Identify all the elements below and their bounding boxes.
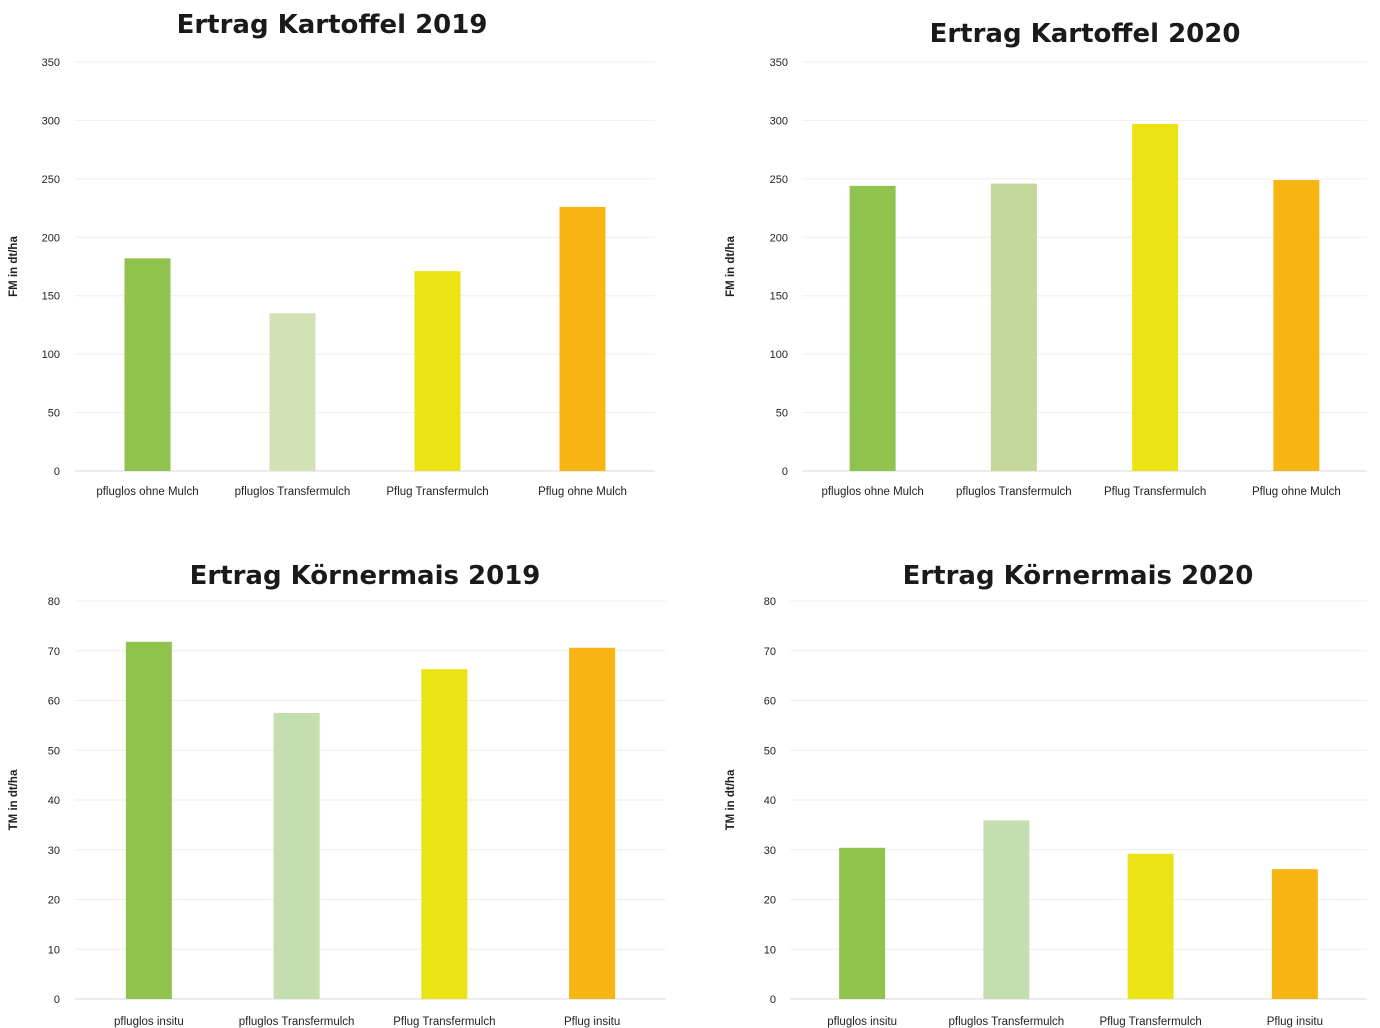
bar <box>1132 123 1179 471</box>
bar <box>269 313 316 471</box>
y-tick-label: 40 <box>764 795 776 807</box>
y-tick-label: 100 <box>42 349 60 361</box>
y-tick-label: 50 <box>48 408 60 420</box>
y-tick-label: 40 <box>48 795 60 807</box>
y-tick-label: 20 <box>48 895 60 907</box>
y-tick-label: 10 <box>48 944 60 956</box>
chart-title: Ertrag Kartoffel 2019 <box>177 10 488 40</box>
y-tick-label: 0 <box>54 466 60 478</box>
bar <box>839 847 886 999</box>
y-tick-label: 60 <box>764 696 776 708</box>
x-category-label: Pflug ohne Mulch <box>1252 486 1341 498</box>
x-category-label: Pflug Transfermulch <box>386 486 488 498</box>
bar <box>990 183 1037 471</box>
y-tick-label: 150 <box>42 291 60 303</box>
y-tick-label: 350 <box>770 57 788 69</box>
x-category-label: pfluglos Transfermulch <box>239 1016 355 1028</box>
bar <box>1271 869 1318 999</box>
chart-koernermais-2020: Ertrag Körnermais 2020 0 10 20 30 40 50 60 70 80 T… <box>725 561 1367 1028</box>
y-tick-label: 0 <box>770 994 776 1006</box>
x-category-label: pfluglos Transfermulch <box>956 486 1072 498</box>
x-category-label: Pflug Transfermulch <box>1104 486 1206 498</box>
y-tick-label: 50 <box>776 408 788 420</box>
chart-title: Ertrag Körnermais 2019 <box>190 561 541 591</box>
x-category-label: pfluglos insitu <box>114 1016 184 1028</box>
y-axis-label: FM in dt/ha <box>8 236 20 297</box>
bar <box>1127 853 1174 999</box>
x-category-label: pfluglos insitu <box>827 1016 897 1028</box>
y-tick-label: 50 <box>48 745 60 757</box>
x-category-label: pfluglos ohne Mulch <box>96 486 198 498</box>
y-tick-label: 30 <box>764 845 776 857</box>
y-tick-label: 20 <box>764 895 776 907</box>
chart-title: Ertrag Körnermais 2020 <box>903 561 1254 591</box>
y-tick-label: 80 <box>48 596 60 608</box>
y-tick-label: 150 <box>770 291 788 303</box>
bar <box>559 206 606 471</box>
bar <box>414 271 461 471</box>
y-tick-label: 250 <box>770 174 788 186</box>
chart-kartoffel-2019: Ertrag Kartoffel 2019 0 50 100 150 200 250 300 3… <box>8 10 655 498</box>
bar <box>124 258 171 471</box>
y-tick-label: 300 <box>42 115 60 127</box>
y-tick-label: 0 <box>54 994 60 1006</box>
y-tick-label: 350 <box>42 57 60 69</box>
bar <box>983 820 1030 999</box>
x-category-label: Pflug insitu <box>1267 1016 1323 1028</box>
chart-koernermais-2019: Ertrag Körnermais 2019 0 10 20 30 40 50 60 70 80 T… <box>8 561 666 1028</box>
bar <box>1273 180 1320 472</box>
y-tick-label: 50 <box>764 745 776 757</box>
x-category-label: Pflug insitu <box>564 1016 620 1028</box>
y-tick-label: 200 <box>42 232 60 244</box>
bar <box>569 647 616 999</box>
y-tick-label: 300 <box>770 115 788 127</box>
x-category-label: Pflug ohne Mulch <box>538 486 627 498</box>
x-category-label: pfluglos ohne Mulch <box>821 486 923 498</box>
x-category-label: pfluglos Transfermulch <box>949 1016 1065 1028</box>
y-tick-label: 10 <box>764 944 776 956</box>
y-tick-label: 80 <box>764 596 776 608</box>
y-tick-label: 70 <box>48 646 60 658</box>
x-category-label: pfluglos Transfermulch <box>235 486 351 498</box>
bar <box>125 641 172 999</box>
chart-title: Ertrag Kartoffel 2020 <box>930 19 1241 49</box>
x-category-label: Pflug Transfermulch <box>1099 1016 1201 1028</box>
y-tick-label: 70 <box>764 646 776 658</box>
y-tick-label: 100 <box>770 349 788 361</box>
y-axis-label: FM in dt/ha <box>725 236 737 297</box>
bar <box>273 712 320 999</box>
y-tick-label: 250 <box>42 174 60 186</box>
y-tick-label: 200 <box>770 232 788 244</box>
y-tick-label: 30 <box>48 845 60 857</box>
chart-kartoffel-2020: Ertrag Kartoffel 2020 0 50 100 150 200 250 300 3… <box>725 19 1367 498</box>
y-tick-label: 60 <box>48 696 60 708</box>
bar <box>849 185 896 471</box>
y-axis-label: TM in dt/ha <box>725 769 737 830</box>
y-axis-label: TM in dt/ha <box>8 769 20 830</box>
x-category-label: Pflug Transfermulch <box>393 1016 495 1028</box>
bar <box>421 669 468 999</box>
y-tick-label: 0 <box>782 466 788 478</box>
